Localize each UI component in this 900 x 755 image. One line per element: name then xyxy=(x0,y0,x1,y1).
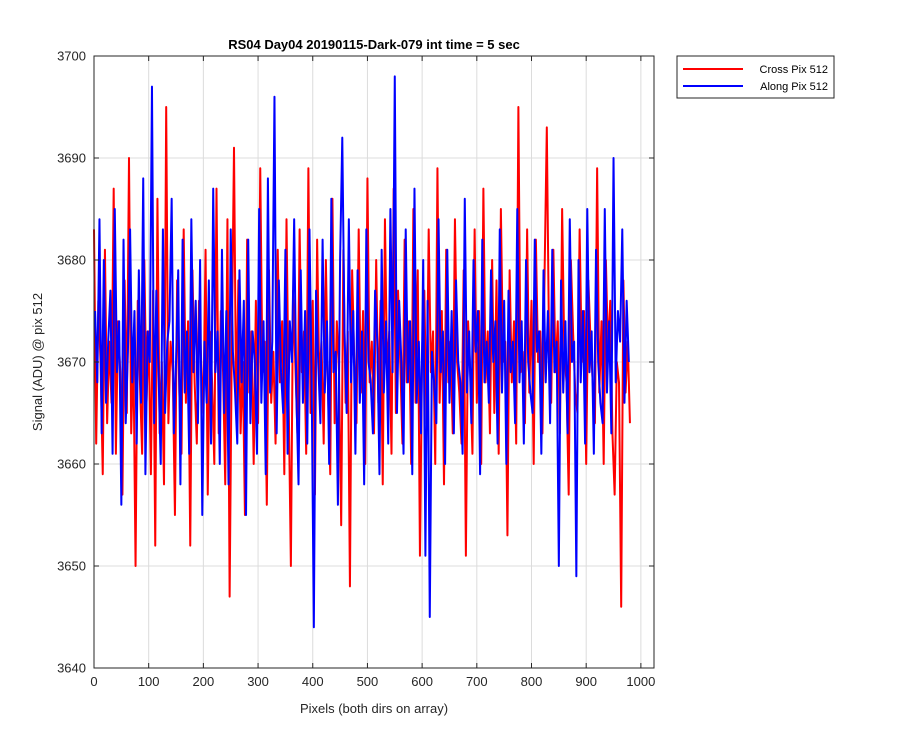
x-tick-label: 800 xyxy=(521,674,543,689)
series-layer xyxy=(93,75,631,629)
x-tick-label: 500 xyxy=(357,674,379,689)
x-tick-label: 1000 xyxy=(626,674,655,689)
x-tick-label: 600 xyxy=(411,674,433,689)
ticks: 0 100 200 300 400 500 600 700 800 900 1000 3640 3650… xyxy=(57,49,655,690)
x-tick-label: 100 xyxy=(138,674,160,689)
y-tick-label: 3690 xyxy=(57,151,86,166)
y-tick-label: 3670 xyxy=(57,355,86,370)
y-tick-label: 3660 xyxy=(57,457,86,472)
x-tick-label: 400 xyxy=(302,674,324,689)
x-tick-label: 300 xyxy=(247,674,269,689)
x-tick-label: 200 xyxy=(193,674,215,689)
legend-box xyxy=(676,55,835,99)
y-tick-label: 3640 xyxy=(57,661,86,676)
x-tick-label: 700 xyxy=(466,674,488,689)
x-tick-label: 0 xyxy=(90,674,97,689)
series-line-along-pix xyxy=(94,75,630,629)
y-tick-label: 3650 xyxy=(57,559,86,574)
chart-title: RS04 Day04 20190115-Dark-079 int time = … xyxy=(228,37,520,52)
legend-label: Cross Pix 512 xyxy=(760,64,828,76)
legend-label: Along Pix 512 xyxy=(760,81,828,93)
y-tick-label: 3700 xyxy=(57,49,86,64)
plot-area: 0 100 200 300 400 500 600 700 800 900 1000 3640 3650… xyxy=(57,49,655,690)
y-axis-label: Signal (ADU) @ pix 512 xyxy=(30,293,45,431)
legend: Cross Pix 512 Along Pix 512 xyxy=(676,55,835,99)
x-tick-label: 900 xyxy=(575,674,597,689)
x-axis-label: Pixels (both dirs on array) xyxy=(300,701,448,716)
y-tick-label: 3680 xyxy=(57,253,86,268)
